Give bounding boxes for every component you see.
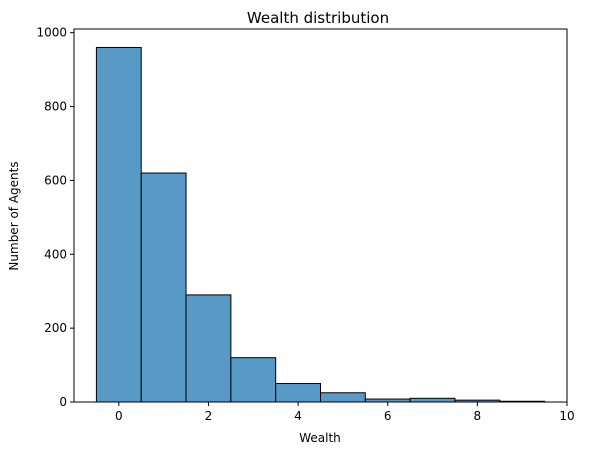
x-tick-label: 4: [294, 409, 302, 423]
plot-frame: [73, 28, 568, 403]
x-tick-label: 2: [205, 409, 213, 423]
y-tick-label: 200: [44, 321, 67, 335]
histogram-bar-5: [320, 392, 366, 403]
histogram-bar-4: [275, 383, 322, 403]
x-tick-label: 10: [559, 409, 574, 423]
y-tick-label: 1000: [36, 26, 67, 40]
x-axis-ticks: 0 2 4 6 8 10: [115, 402, 575, 423]
x-axis-label: Wealth: [299, 431, 341, 445]
x-tick-label: 8: [474, 409, 482, 423]
y-axis-label: Number of Agents: [7, 161, 21, 270]
bars-group: [95, 46, 546, 403]
y-axis-ticks: 0 200 400 600 800 1000: [36, 26, 74, 409]
histogram-bar-7: [409, 397, 456, 403]
histogram-bar-2: [185, 294, 232, 403]
y-tick-label: 0: [59, 395, 67, 409]
x-tick-label: 6: [384, 409, 392, 423]
x-tick-label: 0: [115, 409, 123, 423]
histogram-bar-1: [140, 172, 187, 403]
histogram-bar-0: [95, 46, 142, 403]
histogram-bar-3: [230, 357, 277, 403]
y-tick-label: 800: [44, 100, 67, 114]
y-tick-label: 400: [44, 247, 67, 261]
chart-title: Wealth distribution: [247, 9, 389, 27]
y-tick-label: 600: [44, 173, 67, 187]
